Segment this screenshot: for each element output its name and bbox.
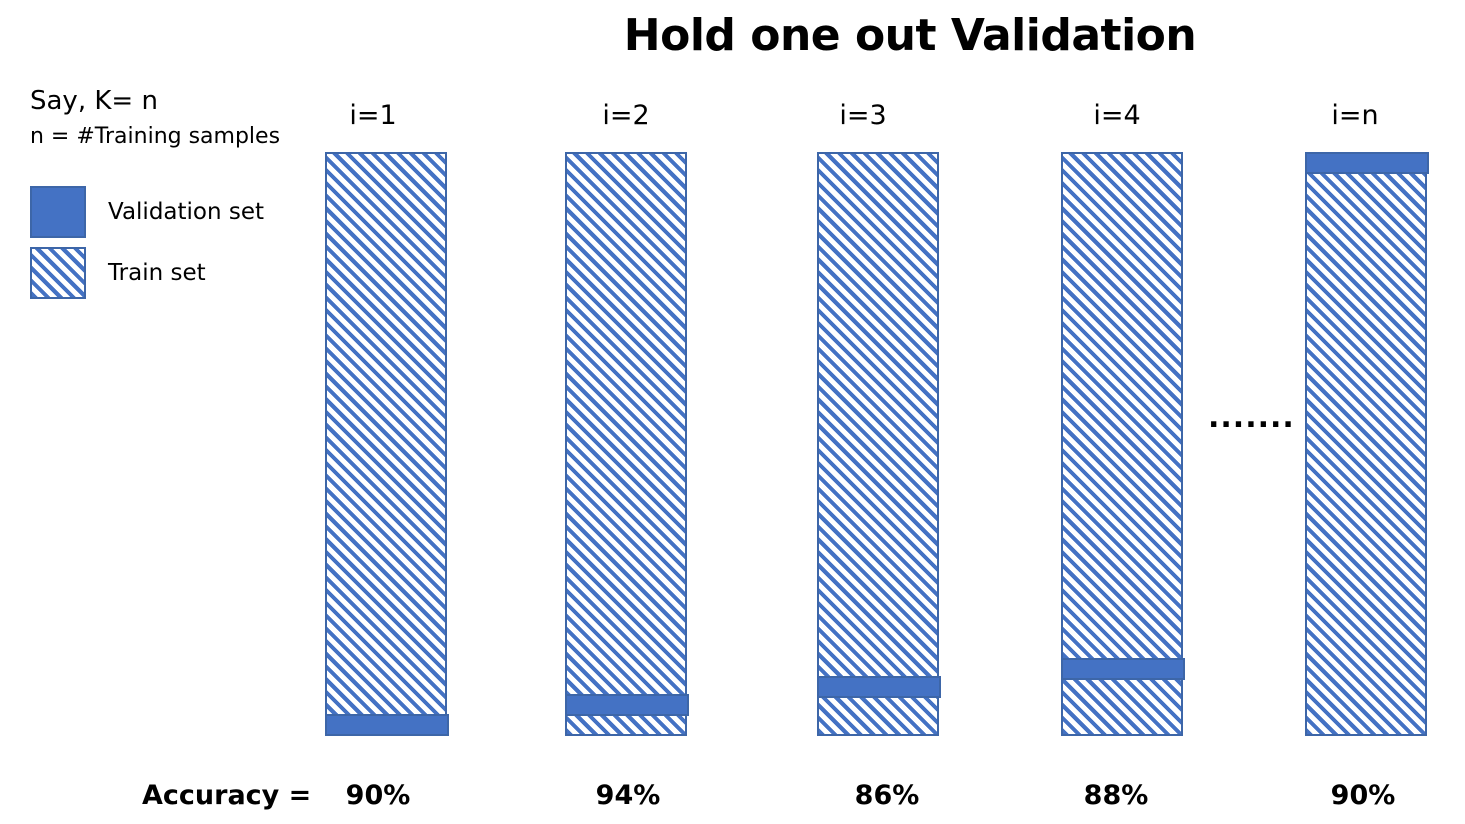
legend-label-validation: Validation set: [108, 199, 265, 225]
accuracy-value-2: 94%: [595, 780, 661, 811]
validation-block-4: [1061, 658, 1185, 680]
accuracy-label: Accuracy =: [142, 780, 312, 811]
fold-bar-2: [565, 152, 689, 736]
fold-bar-3: [817, 152, 941, 736]
training-samples-note: n = #Training samples: [30, 124, 281, 149]
legend-item-train: Train set: [30, 247, 206, 299]
fold-label-2: i=2: [602, 100, 650, 131]
validation-block-3: [817, 676, 941, 698]
fold-label-4: i=4: [1093, 100, 1141, 131]
accuracy-value-3: 86%: [854, 780, 920, 811]
train-swatch: [30, 247, 86, 299]
fold-label-3: i=3: [839, 100, 887, 131]
validation-block-2: [565, 694, 689, 716]
ellipsis: .......: [1208, 400, 1295, 435]
legend-item-validation: Validation set: [30, 186, 264, 238]
legend-label-train: Train set: [108, 260, 206, 286]
accuracy-value-4: 88%: [1083, 780, 1149, 811]
accuracy-value-n: 90%: [1330, 780, 1396, 811]
fold-bar-4: [1061, 152, 1185, 736]
accuracy-value-1: 90%: [345, 780, 411, 811]
fold-label-1: i=1: [349, 100, 397, 131]
fold-bar-1: [325, 152, 449, 736]
validation-block-n: [1305, 152, 1429, 174]
validation-swatch: [30, 186, 86, 238]
diagram-title: Hold one out Validation: [623, 10, 1197, 61]
fold-label-n: i=n: [1331, 100, 1379, 131]
validation-block-1: [325, 714, 449, 736]
k-equals-n-note: Say, K= n: [30, 86, 158, 116]
fold-bar-n: [1305, 152, 1429, 736]
